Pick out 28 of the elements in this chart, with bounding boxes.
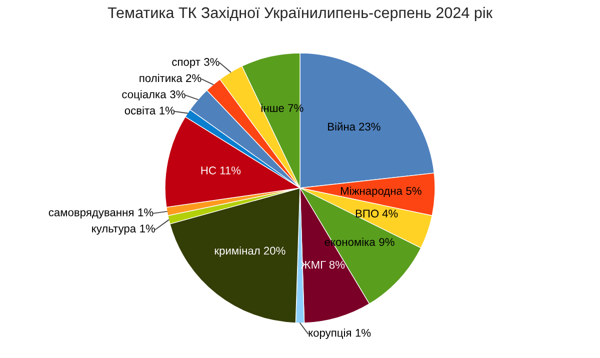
- data-label: 9%: [379, 238, 394, 246]
- slice-label: культура: [92, 226, 136, 235]
- slice-label: інше: [261, 104, 284, 112]
- data-label: 5%: [406, 187, 422, 195]
- slice-label: самоврядування: [48, 210, 134, 218]
- chart-title: Тематика ТК Західної Українилипень-серпень 2024 рік: [108, 6, 493, 22]
- data-label: 1%: [356, 328, 371, 337]
- data-label: 3%: [204, 58, 220, 66]
- data-label: 23%: [359, 122, 380, 131]
- slice-label: Міжнародна: [341, 186, 402, 198]
- data-label: 1%: [138, 208, 154, 216]
- data-label: 4%: [382, 210, 398, 218]
- data-label: 1%: [160, 106, 175, 114]
- slice-label: ВПО: [356, 210, 379, 218]
- slice-label: НС: [201, 166, 216, 174]
- data-label: 20%: [264, 246, 286, 255]
- slice-label: освіта: [124, 106, 156, 114]
- slice-label: спорт: [172, 60, 200, 68]
- data-label: 2%: [186, 74, 202, 82]
- data-label: 11%: [220, 166, 241, 174]
- data-label: 3%: [170, 90, 186, 98]
- slice-label: політика: [140, 74, 182, 82]
- slice-label: Війна: [328, 122, 356, 131]
- slice-label: корупція: [308, 328, 351, 339]
- data-label: 1%: [140, 224, 155, 232]
- slice-label: соціалка: [122, 90, 166, 100]
- slice-label: кримінал: [214, 246, 260, 257]
- data-label: 8%: [329, 260, 345, 269]
